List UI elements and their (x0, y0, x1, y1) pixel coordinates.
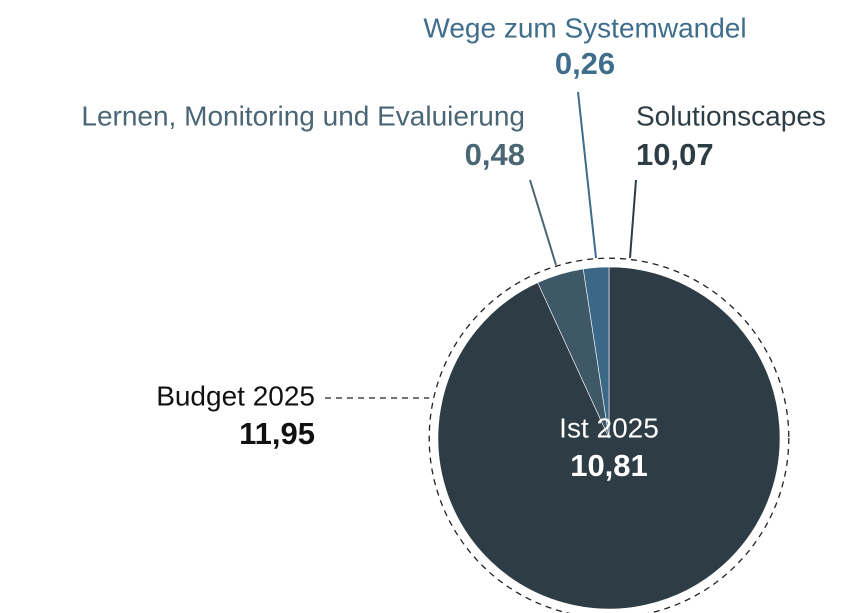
leader-line (529, 179, 557, 266)
budget-label: Budget 2025 (156, 380, 315, 411)
total-label: Ist 2025 (559, 412, 659, 443)
budget-value: 11,95 (239, 416, 315, 451)
total-value: 10,81 (570, 448, 648, 483)
slice-label: Wege zum Systemwandel (423, 12, 746, 43)
pie-slice (582, 266, 610, 439)
slice-label: Lernen, Monitoring und Evaluierung (81, 100, 525, 131)
slice-value: 0,26 (555, 46, 615, 81)
leader-line (629, 179, 637, 259)
slice-value: 0,48 (465, 137, 525, 172)
budget-circle (428, 257, 790, 613)
slice-label: Solutionscapes (636, 100, 826, 131)
leader-line (577, 91, 597, 259)
slice-value: 10,07 (636, 137, 714, 172)
